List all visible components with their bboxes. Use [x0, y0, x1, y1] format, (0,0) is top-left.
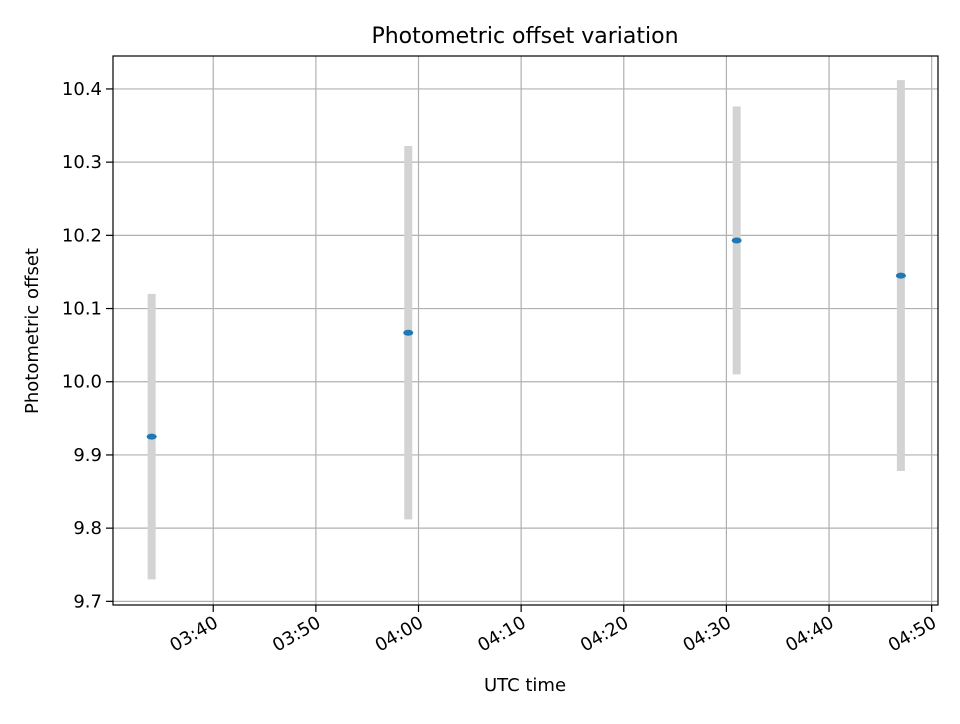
- y-tick-label: 10.0: [62, 372, 102, 393]
- y-tick-label: 10.4: [62, 79, 102, 100]
- y-tick-label: 9.9: [73, 445, 102, 466]
- y-tick-label: 9.7: [73, 591, 102, 612]
- y-tick-label: 10.1: [62, 299, 102, 320]
- plot-frame: [112, 55, 939, 606]
- chart-title: Photometric offset variation: [371, 24, 678, 49]
- y-axis-label: Photometric offset: [22, 248, 43, 414]
- data-point: [403, 329, 414, 336]
- data-point: [895, 272, 906, 279]
- data-point: [146, 433, 157, 440]
- x-axis-label: UTC time: [484, 675, 566, 696]
- y-tick-label: 10.2: [62, 225, 102, 246]
- data-point: [731, 237, 742, 244]
- y-tick-label: 10.3: [62, 152, 102, 173]
- y-tick-label: 9.8: [73, 518, 102, 539]
